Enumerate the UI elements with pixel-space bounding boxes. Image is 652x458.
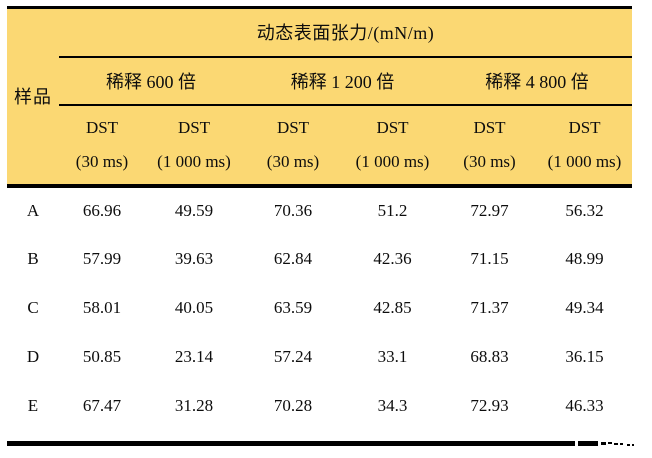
data-cell: 72.93: [442, 381, 537, 431]
table-row: E 67.47 31.28 70.28 34.3 72.93 46.33: [7, 381, 633, 431]
data-cell: 57.24: [243, 332, 343, 382]
data-cell: 66.96: [59, 185, 145, 235]
subheader-line2: (1 000 ms): [355, 151, 430, 171]
data-cell: 67.47: [59, 381, 145, 431]
data-cell: 49.59: [145, 185, 243, 235]
subheader-dst-1000ms-1: DST (1 000 ms): [145, 104, 243, 188]
subheader-dst-30ms-3: DST (30 ms): [442, 104, 537, 188]
subheader-line2: (1 000 ms): [547, 151, 622, 171]
bottom-rule-fragment: [627, 444, 630, 446]
table-row: B 57.99 39.63 62.84 42.36 71.15 48.99: [7, 234, 633, 284]
data-cell: 56.32: [537, 185, 633, 235]
subheader-line2: (30 ms): [463, 151, 516, 171]
data-cell: 42.85: [343, 283, 442, 333]
data-cell: 48.99: [537, 234, 633, 284]
data-cell: 68.83: [442, 332, 537, 382]
bottom-rule-segment: [578, 441, 598, 446]
data-cell: 70.36: [243, 185, 343, 235]
table-header: 样品 动态表面张力/(mN/m) 稀释 600 倍 稀释 1 200 倍 稀释 …: [7, 7, 633, 188]
subheader-line2: (1 000 ms): [157, 151, 231, 171]
table-body: A 66.96 49.59 70.36 51.2 72.97 56.32 B 5…: [7, 185, 633, 431]
bottom-rule-fragment: [601, 442, 606, 445]
bottom-rule-fragment: [632, 444, 634, 446]
data-cell: 40.05: [145, 283, 243, 333]
data-cell: 39.63: [145, 234, 243, 284]
data-cell: 71.37: [442, 283, 537, 333]
data-cell: 70.28: [243, 381, 343, 431]
subheader-dst-30ms-1: DST (30 ms): [59, 104, 145, 188]
subheader-line1: DST: [85, 117, 119, 137]
dynamic-surface-tension-table: 样品 动态表面张力/(mN/m) 稀释 600 倍 稀释 1 200 倍 稀释 …: [7, 6, 633, 431]
subheader-line2: (30 ms): [75, 151, 129, 171]
subheader-line1: DST: [473, 117, 506, 137]
data-cell: 36.15: [537, 332, 633, 382]
bottom-rule-segment: [7, 441, 575, 446]
row-label-d: D: [7, 332, 59, 382]
table-row: C 58.01 40.05 63.59 42.85 71.37 49.34: [7, 283, 633, 333]
data-cell: 31.28: [145, 381, 243, 431]
row-label-c: C: [7, 283, 59, 333]
group-header-dilution-600: 稀释 600 倍: [59, 56, 243, 106]
subheader-line1: DST: [568, 117, 601, 137]
row-label-e: E: [7, 381, 59, 431]
row-label-b: B: [7, 234, 59, 284]
data-cell: 51.2: [343, 185, 442, 235]
data-cell: 46.33: [537, 381, 633, 431]
data-cell: 50.85: [59, 332, 145, 382]
subheader-line1: DST: [177, 117, 211, 137]
bottom-rule-fragment: [620, 443, 623, 445]
data-cell: 42.36: [343, 234, 442, 284]
data-cell: 33.1: [343, 332, 442, 382]
data-cell: 34.3: [343, 381, 442, 431]
row-label-a: A: [7, 185, 59, 235]
table-row: A 66.96 49.59 70.36 51.2 72.97 56.32: [7, 185, 633, 235]
data-cell: 57.99: [59, 234, 145, 284]
subheader-dst-1000ms-3: DST (1 000 ms): [537, 104, 633, 188]
data-cell: 63.59: [243, 283, 343, 333]
data-cell: 71.15: [442, 234, 537, 284]
subheader-dst-1000ms-2: DST (1 000 ms): [343, 104, 442, 188]
table-title: 动态表面张力/(mN/m): [59, 7, 633, 58]
subheader-line2: (30 ms): [266, 151, 320, 171]
bottom-rule-fragment: [614, 443, 618, 445]
data-cell: 72.97: [442, 185, 537, 235]
subheader-line1: DST: [276, 117, 310, 137]
data-cell: 49.34: [537, 283, 633, 333]
group-header-dilution-4800: 稀释 4 800 倍: [442, 56, 633, 106]
data-cell: 23.14: [145, 332, 243, 382]
table-row: D 50.85 23.14 57.24 33.1 68.83 36.15: [7, 332, 633, 382]
subheader-line1: DST: [376, 117, 409, 137]
sample-column-header: 样品: [7, 7, 59, 188]
subheader-dst-30ms-2: DST (30 ms): [243, 104, 343, 188]
data-cell: 58.01: [59, 283, 145, 333]
bottom-rule-fragment: [608, 442, 612, 444]
group-header-dilution-1200: 稀释 1 200 倍: [243, 56, 442, 106]
data-cell: 62.84: [243, 234, 343, 284]
